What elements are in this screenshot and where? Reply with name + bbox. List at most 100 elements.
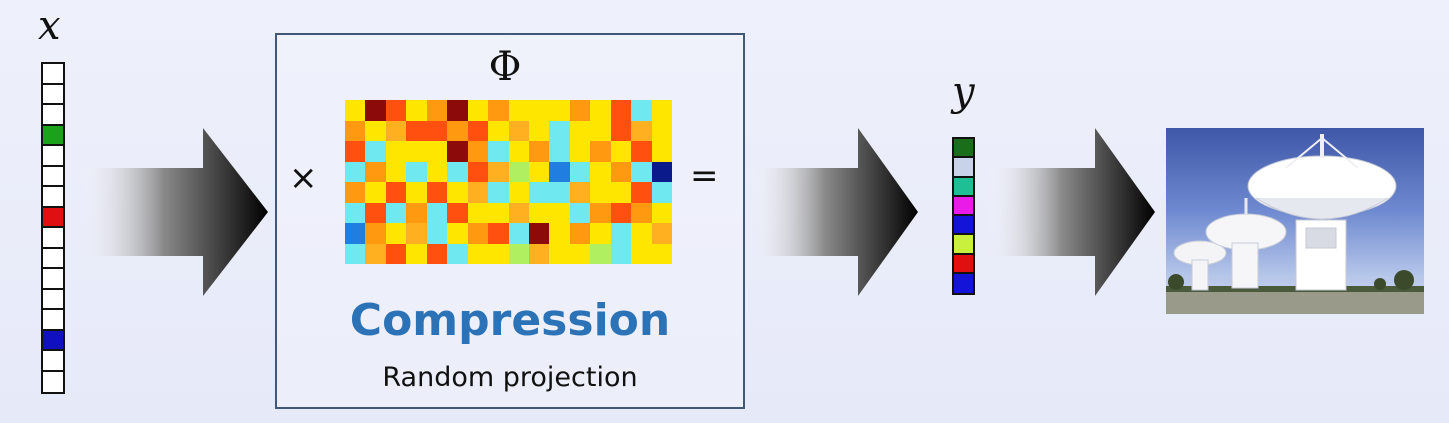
matrix-cell xyxy=(610,141,632,162)
matrix-cell xyxy=(467,141,489,162)
matrix-cell xyxy=(508,141,529,162)
matrix-cell xyxy=(610,243,632,264)
matrix-cell xyxy=(467,223,489,244)
matrix-cell xyxy=(426,120,448,141)
matrix-cell xyxy=(385,223,407,244)
matrix-cell xyxy=(549,202,570,223)
times-symbol: × xyxy=(289,158,318,198)
x-vector-cell xyxy=(43,187,63,208)
matrix-cell xyxy=(651,120,672,141)
matrix-cell xyxy=(569,202,591,223)
matrix-cell xyxy=(508,182,529,203)
matrix-cell xyxy=(631,243,652,264)
y-vector-cell xyxy=(954,216,973,236)
matrix-cell xyxy=(406,182,427,203)
matrix-cell xyxy=(406,243,427,264)
x-vector-cell xyxy=(43,310,63,331)
matrix-cell xyxy=(631,161,652,182)
x-label: x xyxy=(38,3,61,49)
matrix-cell xyxy=(406,223,427,244)
matrix-cell xyxy=(651,100,672,121)
matrix-cell xyxy=(549,120,570,141)
matrix-cell xyxy=(385,100,407,121)
x-vector-cell xyxy=(43,371,63,392)
matrix-cell xyxy=(610,182,632,203)
matrix-cell xyxy=(651,202,672,223)
matrix-cell xyxy=(651,141,672,162)
x-vector-cell xyxy=(43,289,63,310)
matrix-cell xyxy=(610,120,632,141)
matrix-cell xyxy=(488,223,509,244)
matrix-cell xyxy=(549,243,570,264)
matrix-cell xyxy=(528,100,550,121)
matrix-cell xyxy=(345,182,366,203)
y-vector-cell xyxy=(954,235,973,255)
matrix-cell xyxy=(528,202,550,223)
x-vector-cell xyxy=(43,330,63,351)
matrix-cell xyxy=(508,120,529,141)
matrix-cell xyxy=(406,141,427,162)
y-vector-cell xyxy=(954,273,973,293)
matrix-cell xyxy=(385,161,407,182)
matrix-cell xyxy=(345,120,366,141)
matrix-cell xyxy=(406,120,427,141)
matrix-cell xyxy=(528,141,550,162)
matrix-cell xyxy=(569,141,591,162)
matrix-cell xyxy=(385,202,407,223)
matrix-cell xyxy=(590,120,611,141)
matrix-cell xyxy=(345,100,366,121)
x-vector-cell xyxy=(43,146,63,167)
matrix-cell xyxy=(631,202,652,223)
matrix-cell xyxy=(508,243,529,264)
matrix-cell xyxy=(569,120,591,141)
x-vector-cell xyxy=(43,351,63,372)
matrix-cell xyxy=(488,161,509,182)
matrix-cell xyxy=(447,120,468,141)
matrix-cell xyxy=(569,100,591,121)
x-vector-cell xyxy=(43,269,63,290)
matrix-cell xyxy=(508,161,529,182)
x-vector-cell xyxy=(43,248,63,269)
matrix-cell xyxy=(488,141,509,162)
matrix-cell xyxy=(385,141,407,162)
matrix-cell xyxy=(508,100,529,121)
matrix-cell xyxy=(610,202,632,223)
matrix-cell xyxy=(528,243,550,264)
y-vector-cell xyxy=(954,158,973,178)
matrix-cell xyxy=(631,223,652,244)
matrix-cell xyxy=(406,202,427,223)
matrix-cell xyxy=(549,223,570,244)
matrix-cell xyxy=(508,223,529,244)
y-vector-cell xyxy=(954,139,973,159)
x-vector-cell xyxy=(43,84,63,105)
matrix-cell xyxy=(467,120,489,141)
matrix-cell xyxy=(569,182,591,203)
matrix-cell xyxy=(651,223,672,244)
matrix-cell xyxy=(651,243,672,264)
matrix-cell xyxy=(610,161,632,182)
matrix-cell xyxy=(447,202,468,223)
matrix-cell xyxy=(590,223,611,244)
matrix-cell xyxy=(447,182,468,203)
matrix-cell xyxy=(365,202,386,223)
matrix-cell xyxy=(365,161,386,182)
matrix-cell xyxy=(528,120,550,141)
matrix-cell xyxy=(365,120,386,141)
matrix-cell xyxy=(447,100,468,121)
matrix-cell xyxy=(467,182,489,203)
matrix-cell xyxy=(488,182,509,203)
matrix-cell xyxy=(426,243,448,264)
matrix-cell xyxy=(590,161,611,182)
matrix-cell xyxy=(631,120,652,141)
matrix-cell xyxy=(467,243,489,264)
matrix-cell xyxy=(345,202,366,223)
matrix-cell xyxy=(549,182,570,203)
matrix-cell xyxy=(651,182,672,203)
matrix-cell xyxy=(365,182,386,203)
matrix-cell xyxy=(467,202,489,223)
matrix-cell xyxy=(426,141,448,162)
matrix-cell xyxy=(426,100,448,121)
matrix-cell xyxy=(590,182,611,203)
matrix-cell xyxy=(426,202,448,223)
phi-matrix xyxy=(345,100,672,264)
